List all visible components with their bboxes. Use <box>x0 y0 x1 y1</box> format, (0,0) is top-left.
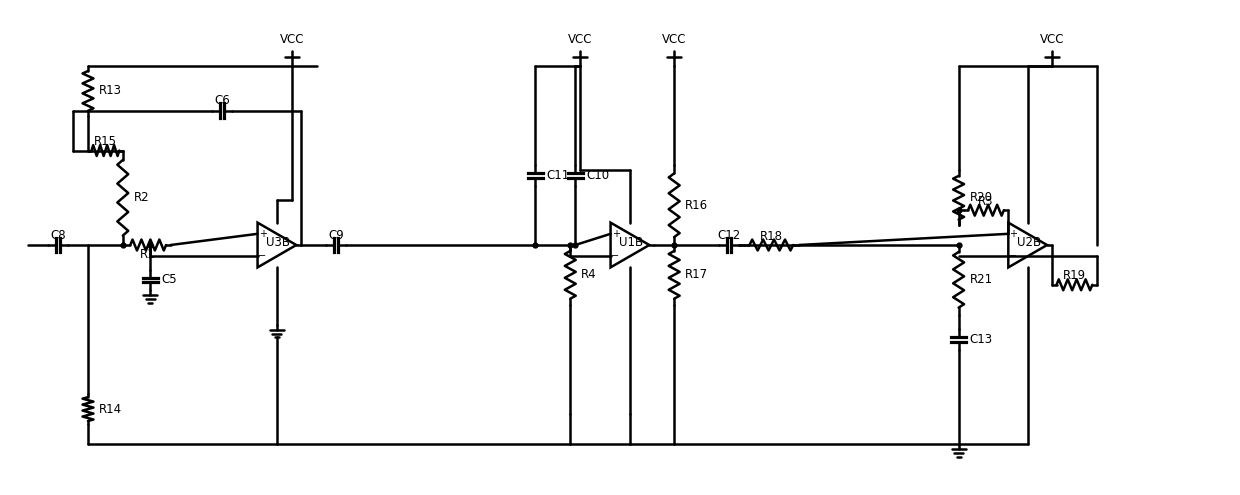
Text: R1: R1 <box>140 248 156 261</box>
Text: C8: C8 <box>51 229 66 242</box>
Text: C12: C12 <box>717 229 740 242</box>
Text: R19: R19 <box>1063 269 1086 282</box>
Text: R21: R21 <box>970 273 993 286</box>
Text: R14: R14 <box>99 402 122 416</box>
Text: +: + <box>1009 229 1017 239</box>
Text: C10: C10 <box>587 169 609 182</box>
Text: −: − <box>1009 251 1017 261</box>
Text: −: − <box>258 251 267 261</box>
Text: U3B: U3B <box>265 236 290 248</box>
Text: R3: R3 <box>978 195 993 208</box>
Text: C9: C9 <box>329 229 343 242</box>
Text: R18: R18 <box>760 230 782 243</box>
Text: U1B: U1B <box>619 236 644 248</box>
Text: C5: C5 <box>161 273 177 286</box>
Text: C11: C11 <box>547 169 569 182</box>
Text: R16: R16 <box>686 198 708 212</box>
Text: R15: R15 <box>94 135 117 148</box>
Text: R20: R20 <box>970 191 992 204</box>
Text: R4: R4 <box>582 268 596 281</box>
Text: R13: R13 <box>99 84 122 98</box>
Text: −: − <box>611 251 620 261</box>
Text: +: + <box>258 229 267 239</box>
Text: VCC: VCC <box>662 33 687 46</box>
Text: C13: C13 <box>970 333 993 346</box>
Text: U2B: U2B <box>1017 236 1040 248</box>
Text: R17: R17 <box>686 268 708 281</box>
Text: VCC: VCC <box>568 33 593 46</box>
Text: C6: C6 <box>215 95 231 107</box>
Text: R2: R2 <box>134 191 149 204</box>
Text: VCC: VCC <box>1040 33 1064 46</box>
Text: VCC: VCC <box>279 33 304 46</box>
Text: +: + <box>611 229 620 239</box>
